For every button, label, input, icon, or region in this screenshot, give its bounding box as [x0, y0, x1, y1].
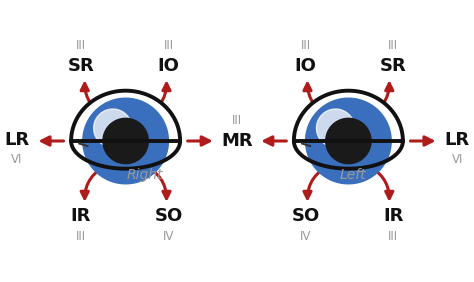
Text: LR: LR — [445, 131, 470, 149]
Text: SR: SR — [67, 57, 94, 75]
Text: IR: IR — [383, 207, 403, 225]
Text: IV: IV — [300, 230, 311, 243]
Text: VI: VI — [452, 153, 463, 166]
Polygon shape — [294, 91, 403, 169]
Text: III: III — [75, 230, 86, 243]
Polygon shape — [71, 91, 180, 169]
Text: III: III — [388, 230, 399, 243]
Text: IR: IR — [71, 207, 91, 225]
Text: VI: VI — [11, 153, 22, 166]
Text: III: III — [388, 39, 399, 52]
Text: LR: LR — [4, 131, 29, 149]
Text: IV: IV — [163, 230, 174, 243]
Text: MR: MR — [221, 132, 253, 150]
Text: III: III — [164, 39, 173, 52]
Polygon shape — [317, 109, 355, 147]
Polygon shape — [306, 98, 391, 184]
Polygon shape — [94, 109, 132, 147]
Polygon shape — [326, 118, 371, 164]
Text: SO: SO — [292, 207, 319, 225]
Text: Right: Right — [126, 168, 163, 182]
Polygon shape — [83, 98, 168, 184]
Text: Left: Left — [340, 168, 366, 182]
Text: IO: IO — [157, 57, 180, 75]
Text: SR: SR — [380, 57, 407, 75]
Text: III: III — [232, 114, 242, 127]
Text: III: III — [75, 39, 86, 52]
Text: III: III — [301, 39, 310, 52]
Text: SO: SO — [155, 207, 182, 225]
Text: IO: IO — [294, 57, 317, 75]
Polygon shape — [103, 118, 148, 164]
